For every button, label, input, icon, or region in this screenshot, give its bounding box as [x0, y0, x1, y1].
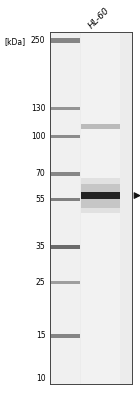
Text: 130: 130 — [31, 104, 45, 113]
Text: [kDa]: [kDa] — [4, 37, 25, 46]
Bar — [51, 244, 80, 249]
Bar — [51, 32, 80, 384]
Bar — [81, 124, 120, 128]
Text: 100: 100 — [31, 132, 45, 141]
Text: 55: 55 — [36, 195, 45, 204]
Bar — [81, 184, 120, 208]
Bar — [51, 198, 80, 201]
Bar — [81, 178, 120, 213]
Bar — [51, 281, 80, 284]
Bar — [51, 334, 80, 338]
Text: 70: 70 — [36, 170, 45, 178]
Bar — [51, 135, 80, 138]
Text: 15: 15 — [36, 332, 45, 340]
Bar — [51, 38, 80, 42]
Bar — [81, 32, 120, 384]
Text: 10: 10 — [36, 374, 45, 383]
Text: 25: 25 — [36, 278, 45, 287]
Text: HL-60: HL-60 — [87, 6, 111, 30]
Text: 250: 250 — [31, 36, 45, 44]
Text: 35: 35 — [36, 242, 45, 251]
Bar — [81, 192, 120, 199]
Bar — [51, 107, 80, 110]
Bar — [51, 172, 80, 176]
